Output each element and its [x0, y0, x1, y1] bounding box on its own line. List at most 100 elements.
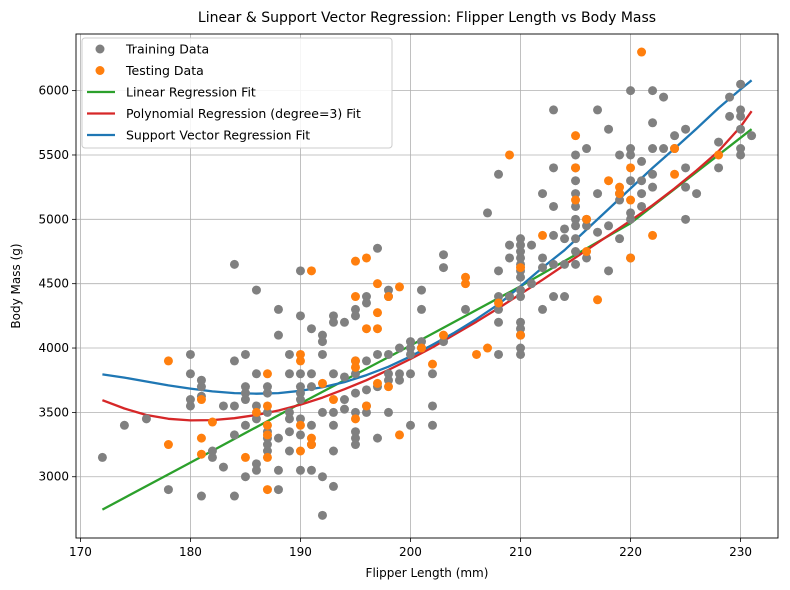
training-data-point	[725, 111, 735, 121]
x-tick-label: 230	[729, 545, 752, 559]
training-data-point	[328, 311, 338, 321]
training-data-point	[163, 485, 173, 495]
y-tick-label: 5000	[38, 212, 69, 226]
training-data-point	[361, 298, 371, 308]
training-data-point	[207, 446, 217, 456]
training-data-point	[273, 433, 283, 443]
training-data-point	[383, 407, 393, 417]
training-data-point	[295, 414, 305, 424]
training-data-point	[372, 433, 382, 443]
training-data-point	[549, 201, 559, 211]
training-data-point	[439, 250, 449, 260]
training-data-point	[604, 124, 614, 134]
training-data-point	[185, 395, 195, 405]
training-data-point	[284, 407, 294, 417]
chart-title: Linear & Support Vector Regression: Flip…	[198, 10, 656, 26]
training-data-point	[461, 304, 471, 314]
x-tick-label: 170	[69, 545, 92, 559]
testing-data-point	[207, 417, 217, 427]
testing-data-point	[582, 247, 592, 257]
training-data-point	[538, 189, 548, 199]
training-data-point	[637, 176, 647, 186]
training-data-point	[494, 266, 504, 276]
x-tick-label: 190	[289, 545, 312, 559]
training-data-point	[692, 189, 702, 199]
training-data-point	[229, 401, 239, 411]
training-data-point	[262, 407, 272, 417]
training-data-point	[516, 234, 526, 244]
testing-data-point	[317, 378, 327, 388]
training-data-point	[428, 420, 438, 430]
training-data-point	[372, 243, 382, 253]
training-data-point	[306, 369, 316, 379]
training-data-point	[626, 150, 636, 160]
testing-data-point	[196, 395, 206, 405]
training-data-point	[405, 343, 415, 353]
training-data-point	[681, 124, 691, 134]
y-tick-label: 3000	[38, 470, 69, 484]
training-data-point	[383, 349, 393, 359]
training-data-point	[516, 343, 526, 353]
testing-data-point	[350, 292, 360, 302]
testing-data-point	[670, 144, 680, 154]
training-data-point	[295, 430, 305, 440]
training-data-point	[251, 414, 261, 424]
training-data-point	[361, 292, 371, 302]
training-data-point	[604, 266, 614, 276]
testing-data-point	[461, 272, 471, 282]
training-data-point	[317, 407, 327, 417]
training-data-point	[549, 230, 559, 240]
testing-data-point	[615, 182, 625, 192]
y-tick-label: 5500	[38, 148, 69, 162]
testing-data-point	[439, 330, 449, 340]
training-data-point	[317, 349, 327, 359]
training-data-point	[185, 401, 195, 411]
testing-data-point	[626, 253, 636, 263]
x-axis-title: Flipper Length (mm)	[366, 566, 489, 580]
testing-data-point	[494, 298, 504, 308]
training-data-point	[295, 382, 305, 392]
training-data-point	[394, 343, 404, 353]
training-data-point	[273, 465, 283, 475]
training-data-point	[626, 86, 636, 96]
training-data-point	[295, 395, 305, 405]
training-data-point	[626, 208, 636, 218]
training-data-point	[516, 247, 526, 257]
training-data-point	[251, 465, 261, 475]
data-points	[97, 47, 757, 520]
testing-data-point	[240, 452, 250, 462]
training-data-point	[736, 105, 746, 115]
training-data-point	[394, 369, 404, 379]
training-data-point	[428, 401, 438, 411]
training-data-point	[306, 382, 316, 392]
testing-data-point	[350, 256, 360, 266]
training-data-point	[494, 317, 504, 327]
y-tick-label: 6000	[38, 84, 69, 98]
testing-data-point	[361, 324, 371, 334]
training-data-point	[549, 292, 559, 302]
training-data-point	[571, 176, 581, 186]
training-data-point	[262, 388, 272, 398]
training-data-point	[350, 304, 360, 314]
testing-data-point	[571, 195, 581, 205]
training-data-point	[637, 156, 647, 166]
training-data-point	[571, 234, 581, 244]
x-tick-label: 200	[399, 545, 422, 559]
legend-label: Training Data	[125, 42, 209, 57]
training-data-point	[328, 420, 338, 430]
training-data-point	[648, 86, 658, 96]
training-data-point	[439, 337, 449, 347]
y-tick-label: 4000	[38, 341, 69, 355]
training-data-point	[736, 150, 746, 160]
testing-data-point	[383, 292, 393, 302]
training-data-point	[251, 459, 261, 469]
training-data-point	[615, 195, 625, 205]
training-data-point	[637, 189, 647, 199]
training-data-point	[714, 137, 724, 147]
training-data-point	[681, 214, 691, 224]
training-data-point	[582, 144, 592, 154]
testing-data-point	[361, 253, 371, 263]
y-tick-label: 4500	[38, 277, 69, 291]
testing-data-point	[461, 279, 471, 289]
